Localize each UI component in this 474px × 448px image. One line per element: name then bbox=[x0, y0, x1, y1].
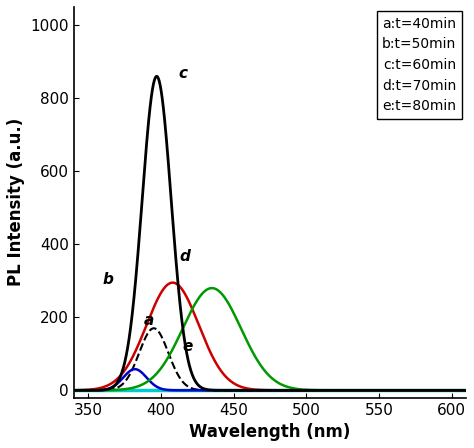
Text: e: e bbox=[183, 339, 193, 354]
Text: a:t=40min
b:t=50min
c:t=60min
d:t=70min
e:t=80min: a:t=40min b:t=50min c:t=60min d:t=70min … bbox=[382, 17, 456, 113]
Text: a: a bbox=[144, 313, 154, 328]
Text: b: b bbox=[103, 272, 114, 288]
Text: c: c bbox=[179, 66, 188, 81]
Text: d: d bbox=[180, 249, 191, 264]
Y-axis label: PL Intensity (a.u.): PL Intensity (a.u.) bbox=[7, 118, 25, 286]
X-axis label: Wavelength (nm): Wavelength (nm) bbox=[189, 423, 351, 441]
